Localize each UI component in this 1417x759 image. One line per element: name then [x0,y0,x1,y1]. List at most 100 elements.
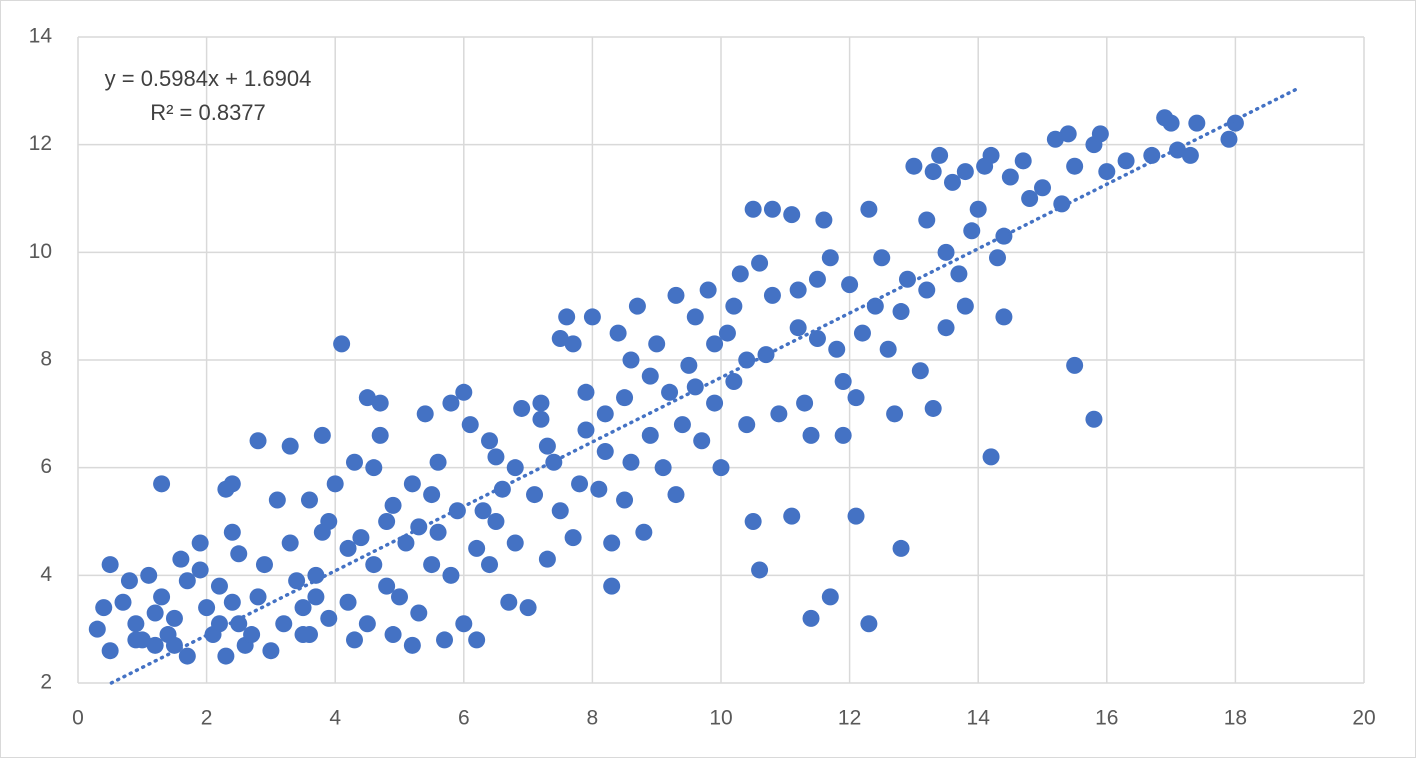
data-point [686,378,704,396]
x-tick-label: 14 [967,707,991,730]
data-point [345,631,363,649]
data-point [461,416,479,434]
data-point [101,642,119,660]
data-point [911,362,929,380]
data-point [828,340,846,358]
data-point [789,281,807,299]
data-point [931,146,949,164]
data-point [963,222,981,240]
data-point [969,200,987,218]
y-tick-label: 8 [40,348,52,371]
y-tick-label: 6 [40,455,52,478]
data-point [345,453,363,471]
y-tick-label: 4 [40,563,52,586]
data-point [320,609,338,627]
data-point [834,373,852,391]
data-point [898,270,916,288]
data-point [217,647,235,665]
data-point [384,496,402,514]
data-point [924,163,942,181]
data-point [140,566,158,584]
data-point [751,254,769,272]
r-squared-label: R² = 0.8377 [150,100,266,125]
data-point [1059,125,1077,143]
data-point [706,335,724,353]
data-point [995,227,1013,245]
data-point [667,486,685,504]
data-point [918,281,936,299]
data-point [763,200,781,218]
data-point [616,389,634,407]
data-point [455,383,473,401]
data-point [423,556,441,574]
data-point [352,529,370,547]
data-point [378,577,396,595]
data-point [731,265,749,283]
data-point [564,529,582,547]
y-tick-label: 12 [29,132,52,155]
data-point [146,636,164,654]
data-point [738,351,756,369]
data-point [821,588,839,606]
data-point [847,389,865,407]
data-point [120,572,138,590]
data-point [165,609,183,627]
data-point [481,556,499,574]
data-point [500,593,518,611]
data-point [648,335,666,353]
data-point [127,615,145,633]
trendline [109,85,1302,685]
data-point [519,599,537,617]
data-point [294,599,312,617]
data-point [680,356,698,374]
data-point [937,319,955,337]
data-point [506,459,524,477]
data-point [255,556,273,574]
data-point [873,249,891,267]
data-point [924,399,942,417]
data-point [950,265,968,283]
data-point [307,588,325,606]
data-point [905,157,923,175]
data-point [468,539,486,557]
data-point [1034,179,1051,197]
data-point [937,243,955,261]
data-point [127,631,145,649]
data-point [423,486,441,504]
data-point [622,351,640,369]
data-point [956,163,974,181]
data-point [165,636,183,654]
data-point [892,539,910,557]
data-point [223,523,241,541]
data-point [693,432,711,450]
data-point [1014,152,1032,170]
data-point [635,523,653,541]
data-point [596,443,614,461]
x-tick-label: 8 [587,707,599,730]
data-point [191,534,209,552]
data-point [532,410,550,428]
data-point [673,416,691,434]
data-point [403,636,421,654]
data-point [153,588,171,606]
x-tick-label: 6 [458,707,470,730]
data-point [616,491,634,509]
data-point [757,346,775,364]
data-point [808,329,826,347]
x-tick-label: 18 [1224,707,1247,730]
data-point [358,615,376,633]
data-point [249,588,267,606]
data-point [943,173,961,191]
data-point [853,324,871,342]
data-point [429,523,447,541]
data-point [628,297,646,315]
data-point [808,270,826,288]
data-point [1117,152,1135,170]
data-point [982,146,1000,164]
data-point [191,561,209,579]
data-point [667,286,685,304]
data-point [654,459,672,477]
data-point [416,405,434,423]
data-point [571,475,589,493]
